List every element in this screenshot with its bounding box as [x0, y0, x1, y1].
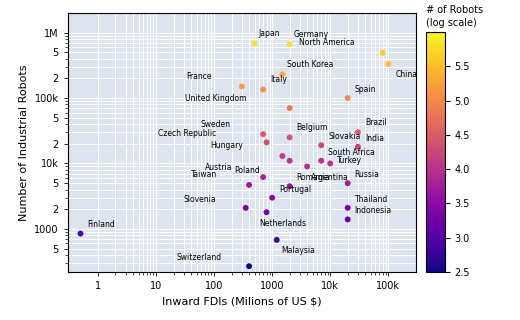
- Point: [354, 130, 362, 135]
- Text: Japan: Japan: [259, 29, 280, 38]
- Text: Belgium: Belgium: [296, 123, 328, 132]
- Text: Poland: Poland: [234, 166, 260, 175]
- Text: Finland: Finland: [87, 220, 115, 229]
- Text: United Kingdom: United Kingdom: [186, 93, 247, 103]
- Point: [76, 231, 85, 236]
- Point: [285, 106, 294, 111]
- Text: South Africa: South Africa: [328, 148, 375, 156]
- Text: Germany: Germany: [294, 30, 329, 39]
- Text: Hungary: Hungary: [210, 141, 243, 150]
- Point: [263, 210, 271, 215]
- Point: [251, 41, 259, 46]
- Text: Brazil: Brazil: [365, 118, 387, 127]
- Point: [278, 72, 287, 77]
- Y-axis label: Number of Industrial Robots: Number of Industrial Robots: [19, 64, 29, 221]
- Point: [268, 195, 276, 200]
- Text: Taiwan: Taiwan: [191, 170, 217, 180]
- Text: Indonesia: Indonesia: [355, 206, 392, 215]
- Text: Switzerland: Switzerland: [177, 253, 222, 262]
- Point: [354, 144, 362, 149]
- Text: Russia: Russia: [355, 170, 380, 179]
- Point: [245, 182, 253, 188]
- Point: [344, 180, 352, 186]
- Point: [303, 164, 311, 169]
- Text: Argentina: Argentina: [311, 173, 349, 182]
- Text: Sweden: Sweden: [201, 120, 231, 129]
- Text: Netherlands: Netherlands: [259, 219, 307, 228]
- Text: North America: North America: [300, 38, 355, 47]
- Text: Czech Republic: Czech Republic: [158, 129, 216, 138]
- Point: [317, 158, 326, 163]
- Point: [285, 158, 294, 163]
- Point: [272, 237, 281, 243]
- Text: Slovakia: Slovakia: [328, 132, 360, 141]
- Point: [238, 84, 246, 89]
- Point: [259, 87, 267, 92]
- Point: [245, 264, 253, 269]
- Point: [241, 205, 250, 211]
- Text: Portugal: Portugal: [279, 185, 311, 194]
- Point: [285, 184, 294, 189]
- Point: [344, 205, 352, 211]
- Point: [344, 95, 352, 100]
- Text: Austria: Austria: [205, 163, 232, 172]
- Text: Italy: Italy: [270, 75, 287, 84]
- Text: Spain: Spain: [355, 85, 376, 94]
- Text: Turkey: Turkey: [337, 156, 362, 165]
- Text: Malaysia: Malaysia: [281, 246, 315, 255]
- Text: China: China: [395, 70, 417, 79]
- Point: [285, 42, 294, 47]
- Point: [285, 135, 294, 140]
- Text: France: France: [186, 72, 212, 81]
- Point: [259, 132, 267, 137]
- Point: [384, 61, 393, 67]
- Text: India: India: [365, 133, 384, 143]
- Text: Thailand: Thailand: [355, 195, 388, 204]
- Text: Romania: Romania: [296, 173, 330, 182]
- Point: [263, 140, 271, 145]
- Text: Slovenia: Slovenia: [183, 195, 216, 204]
- X-axis label: Inward FDIs (Milions of US $): Inward FDIs (Milions of US $): [162, 297, 321, 307]
- Point: [317, 143, 326, 148]
- Point: [259, 174, 267, 180]
- Point: [344, 217, 352, 222]
- Point: [326, 161, 334, 166]
- Point: [278, 154, 287, 159]
- Text: # of Robots
(log scale): # of Robots (log scale): [426, 5, 484, 28]
- Point: [379, 50, 387, 55]
- Text: South Korea: South Korea: [287, 60, 333, 69]
